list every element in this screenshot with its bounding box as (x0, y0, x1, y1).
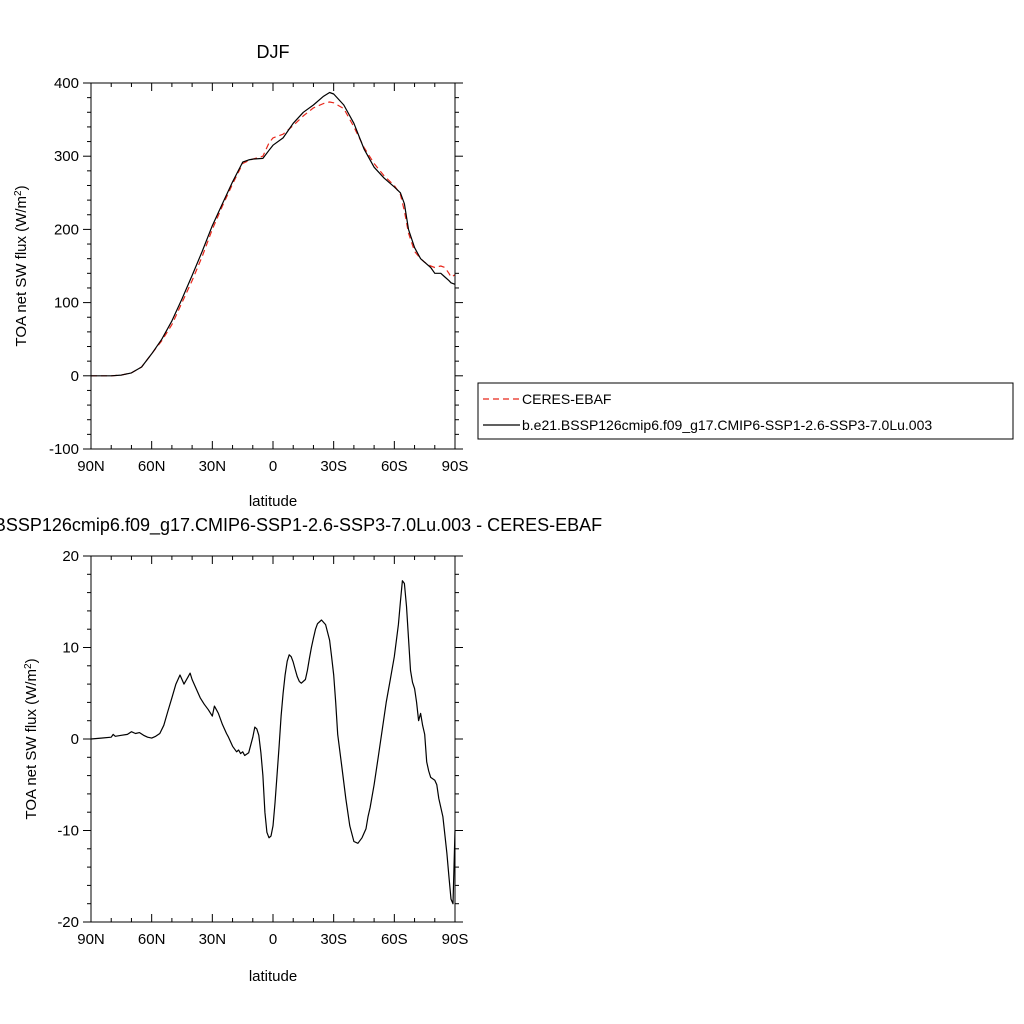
top-chart-series (91, 91, 456, 377)
bottom-chart-ticks: 90N 60N 30N 0 30S 60S 90S -20 -10 0 10 20 (57, 548, 468, 948)
top-chart-ticks: 90N 60N 30N 0 30S 60S 90S -100 0 100 200 300 400 (49, 75, 468, 475)
bottom-chart-ytick-label: -10 (57, 823, 79, 840)
bottom-chart-title: b.e21.BSSP126cmip6.f09_g17.CMIP6-SSP1-2.… (0, 515, 602, 536)
top-chart-title: DJF (257, 42, 290, 62)
top-chart-series-line-1 (91, 91, 456, 377)
top-chart-ytick-label: 100 (54, 295, 79, 312)
top-chart-series-line-0 (91, 101, 456, 377)
legend-label-model: b.e21.BSSP126cmip6.f09_g17.CMIP6-SSP1-2.… (522, 417, 932, 433)
bottom-chart-frame (90, 555, 456, 923)
bottom-chart-xtick-label: 30S (320, 931, 347, 948)
legend: CERES-EBAF b.e21.BSSP126cmip6.f09_g17.CM… (477, 382, 1014, 440)
bottom-chart-ylabel-sup: 2 (23, 663, 34, 669)
top-chart-xtick-label: 30S (320, 458, 347, 475)
top-chart-xtick-label: 90S (442, 458, 469, 475)
bottom-chart-xtick-label: 60S (381, 931, 408, 948)
top-chart-xlabel: latitude (249, 493, 297, 510)
top-chart-xtick-label: 0 (269, 458, 277, 475)
bottom-chart-ylabel: TOA net SW flux (W/m2) (23, 658, 41, 819)
top-chart-ylabel-sup: 2 (13, 190, 24, 196)
bottom-chart-xlabel: latitude (249, 968, 297, 985)
bottom-chart-ytick-label: -20 (57, 914, 79, 931)
top-chart-ytick-label: 0 (71, 368, 79, 385)
top-chart-xtick-label: 60N (138, 458, 166, 475)
bottom-chart-xtick-label: 60N (138, 931, 166, 948)
top-chart-xtick-label: 90N (77, 458, 105, 475)
top-chart-ytick-label: 400 (54, 75, 79, 92)
top-chart-ytick-label: -100 (49, 441, 79, 458)
bottom-chart-xtick-label: 0 (269, 931, 277, 948)
bottom-chart-series-line-0 (90, 580, 456, 905)
top-chart: DJF 90N 60N 30N 0 30S 60S 90S -100 0 100 200 300 400… (13, 42, 469, 510)
legend-label-ceres: CERES-EBAF (522, 391, 611, 407)
top-chart-xtick-label: 60S (381, 458, 408, 475)
legend-box (477, 382, 1014, 440)
bottom-chart-xtick-label: 30N (199, 931, 227, 948)
top-chart-xtick-label: 30N (199, 458, 227, 475)
bottom-chart: b.e21.BSSP126cmip6.f09_g17.CMIP6-SSP1-2.… (0, 515, 602, 985)
top-chart-ylabel: TOA net SW flux (W/m2) (13, 185, 31, 346)
top-chart-ytick-label: 300 (54, 148, 79, 165)
bottom-chart-xtick-label: 90N (77, 931, 105, 948)
bottom-chart-ytick-label: 0 (71, 731, 79, 748)
bottom-chart-ytick-label: 20 (62, 548, 79, 565)
bottom-chart-xtick-label: 90S (442, 931, 469, 948)
top-chart-ytick-label: 200 (54, 221, 79, 238)
bottom-chart-series (90, 580, 456, 905)
bottom-chart-ytick-label: 10 (62, 640, 79, 657)
